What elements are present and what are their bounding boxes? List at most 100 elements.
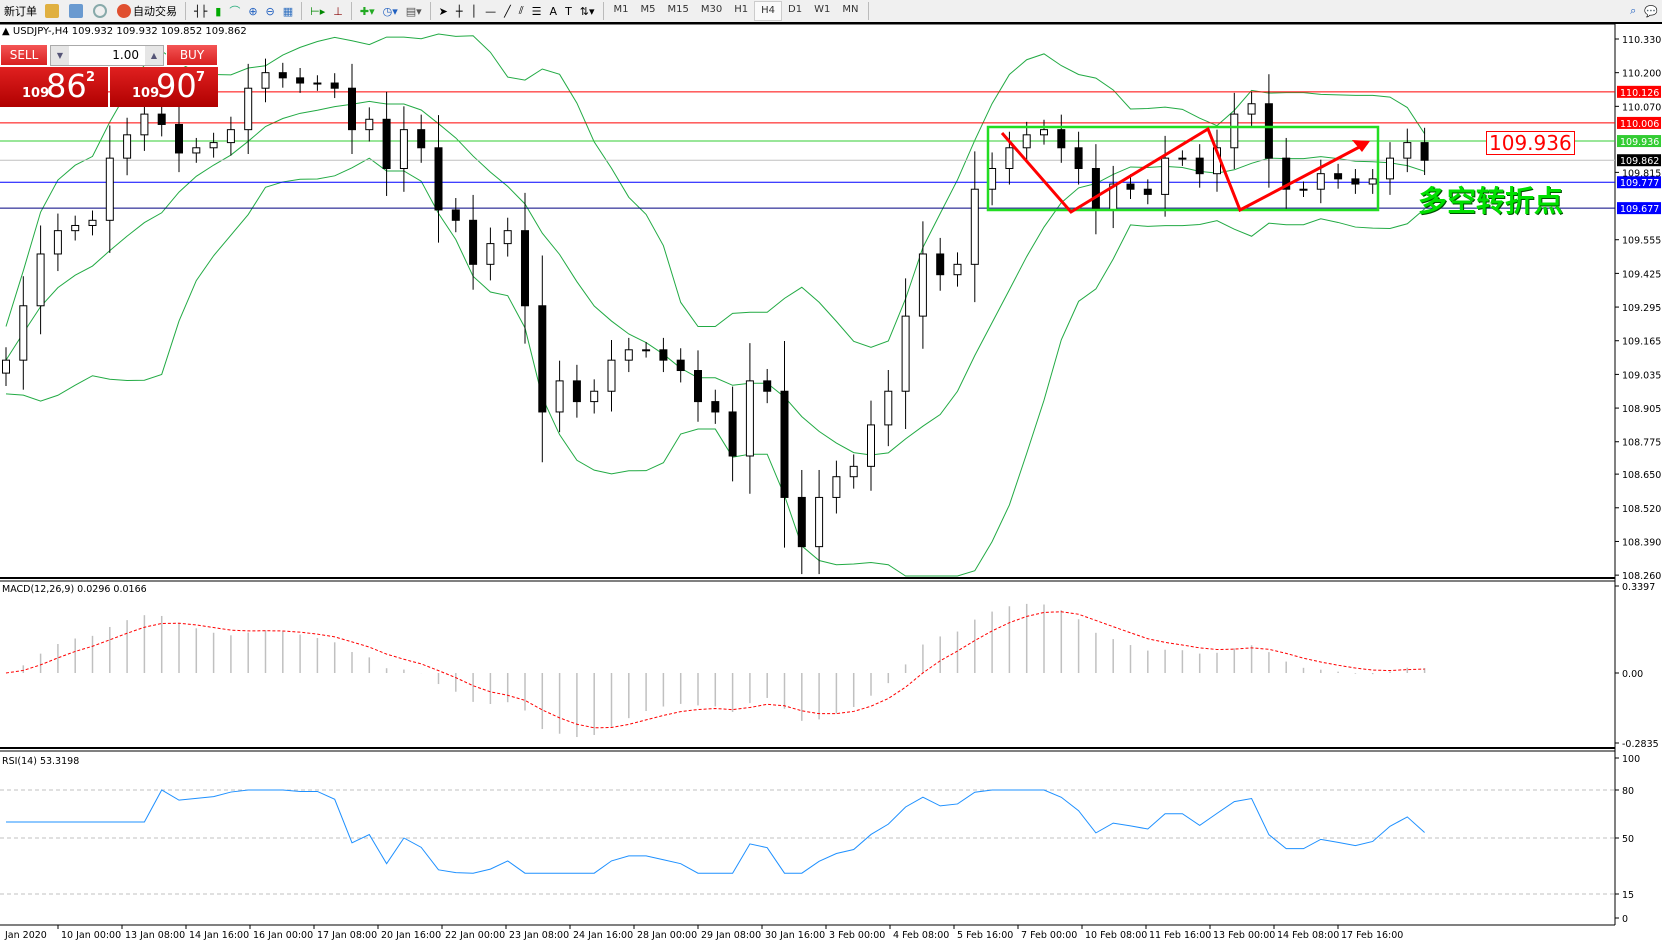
candle xyxy=(953,263,962,276)
bar-chart-button[interactable]: ┤├ xyxy=(190,1,211,21)
timeframe-mn[interactable]: MN xyxy=(842,4,859,15)
collapse-arrow-icon[interactable]: ▲ xyxy=(2,26,10,37)
candle xyxy=(1195,157,1204,175)
time-label: 5 Feb 16:00 xyxy=(957,930,1013,941)
time-label: 7 Feb 00:00 xyxy=(1021,930,1077,941)
buy-price[interactable]: 109 90 7 xyxy=(110,67,218,107)
channel-icon: ⫽ xyxy=(518,4,524,17)
folder-icon xyxy=(45,4,59,18)
new-order-button[interactable]: 新订单 xyxy=(0,1,41,21)
timeframe-h4[interactable]: H4 xyxy=(754,1,783,21)
tile-windows-icon: ▦ xyxy=(282,4,294,18)
price-tick-label: 108.775 xyxy=(1622,438,1661,449)
price-tick-label: 109.165 xyxy=(1622,337,1661,348)
text-label-button[interactable]: T xyxy=(561,1,576,21)
separator xyxy=(301,2,303,20)
turning-point-annotation[interactable]: 多空转折点 xyxy=(1418,184,1564,218)
timeframe-w1[interactable]: W1 xyxy=(814,4,831,15)
arrows-button[interactable]: ⇅▾ xyxy=(576,1,599,21)
timeframe-h1[interactable]: H1 xyxy=(734,4,749,15)
cursor-button[interactable]: ➤ xyxy=(435,1,452,21)
cursor-icon: ➤ xyxy=(438,4,448,18)
lot-size-input[interactable]: ▼ 1.00 ▲ xyxy=(50,45,164,66)
sell-price[interactable]: 109 86 2 xyxy=(0,67,108,107)
candle xyxy=(261,72,270,89)
candle xyxy=(1282,157,1291,190)
price-tick-label: 110.330 xyxy=(1622,35,1661,46)
candle xyxy=(1316,173,1325,190)
macd-tick-label: 0.3397 xyxy=(1622,582,1655,593)
lot-decrease-icon[interactable]: ▼ xyxy=(51,46,69,65)
trendline-button[interactable]: ╱ xyxy=(500,1,515,21)
data-window-button[interactable] xyxy=(65,1,89,21)
text-label-icon: T xyxy=(565,4,572,18)
price-label-annotation[interactable]: 109.936 xyxy=(1486,131,1575,155)
periods-button[interactable]: ◷▾ xyxy=(379,1,402,21)
macd-signal-line xyxy=(5,611,1425,729)
timeframe-m15[interactable]: M15 xyxy=(667,4,689,15)
sell-price-big-figure: 109 xyxy=(22,86,50,101)
zoom-in-button[interactable]: ⊕ xyxy=(244,1,261,21)
candle xyxy=(469,219,478,265)
separator xyxy=(868,2,870,20)
candle xyxy=(676,359,685,372)
candle xyxy=(140,113,149,136)
tile-windows-button[interactable]: ▦ xyxy=(279,1,297,21)
candle xyxy=(624,349,633,361)
rsi-tick-label: 100 xyxy=(1622,754,1640,765)
text-button[interactable]: A xyxy=(546,1,562,21)
candle xyxy=(1057,129,1066,149)
price-tick-label: 108.390 xyxy=(1622,537,1661,548)
candle xyxy=(399,129,408,169)
crosshair-button[interactable]: ┼ xyxy=(452,1,467,21)
horizontal-line-button[interactable]: — xyxy=(481,1,500,21)
timeframe-d1[interactable]: D1 xyxy=(788,4,803,15)
candle xyxy=(365,118,374,131)
lot-increase-icon[interactable]: ▲ xyxy=(145,46,163,65)
time-label: 10 Feb 08:00 xyxy=(1085,930,1147,941)
channel-button[interactable]: ⫽ xyxy=(515,1,528,21)
separator xyxy=(350,2,352,20)
price-tick-label: 109.555 xyxy=(1622,236,1661,247)
candlestick-button[interactable]: ▮ xyxy=(211,1,225,21)
navigator-button[interactable] xyxy=(41,1,65,21)
line-chart-button[interactable]: ⌒ xyxy=(225,1,244,21)
zoom-in-icon: ⊕ xyxy=(248,4,258,18)
candle xyxy=(832,476,841,498)
indicators-button[interactable]: ✚▾ xyxy=(356,1,379,21)
time-label: 10 Jan 00:00 xyxy=(61,930,121,941)
candle xyxy=(936,253,945,276)
separator xyxy=(429,2,431,20)
chat-button[interactable]: 💬 xyxy=(1640,1,1662,21)
zoom-out-button[interactable]: ⊖ xyxy=(262,1,279,21)
price-tick-label: 109.815 xyxy=(1622,168,1661,179)
timeframe-m1[interactable]: M1 xyxy=(613,4,629,15)
candle xyxy=(1403,142,1412,159)
candle xyxy=(1126,183,1135,190)
horizontal-line-icon: — xyxy=(485,4,497,18)
rsi-tick-label: 0 xyxy=(1622,914,1628,925)
autoscroll-button[interactable]: ⊥ xyxy=(329,1,347,21)
candle xyxy=(867,424,875,467)
candle xyxy=(728,411,737,457)
candle xyxy=(694,370,702,403)
macd-tick-label: -0.2835 xyxy=(1622,739,1659,750)
candle xyxy=(884,390,893,426)
templates-button[interactable]: ▤▾ xyxy=(402,1,426,21)
search-button[interactable]: ⌕ xyxy=(1626,1,1640,21)
candle xyxy=(123,134,132,159)
vertical-line-button[interactable]: │ xyxy=(467,1,482,21)
arrow-head xyxy=(1352,140,1370,152)
chart-shift-button[interactable]: ⊢▸ xyxy=(306,1,329,21)
text-icon: A xyxy=(549,4,558,18)
time-label: 11 Feb 16:00 xyxy=(1149,930,1211,941)
zigzag-arrow xyxy=(1000,126,1368,214)
sell-button[interactable]: SELL xyxy=(0,44,48,66)
timeframe-m5[interactable]: M5 xyxy=(640,4,656,15)
buy-button[interactable]: BUY xyxy=(166,44,218,66)
timeframe-m30[interactable]: M30 xyxy=(700,4,723,15)
auto-trading-button[interactable]: 自动交易 xyxy=(113,1,181,21)
fibonacci-button[interactable]: ☰ xyxy=(528,1,546,21)
signals-button[interactable] xyxy=(89,1,113,21)
